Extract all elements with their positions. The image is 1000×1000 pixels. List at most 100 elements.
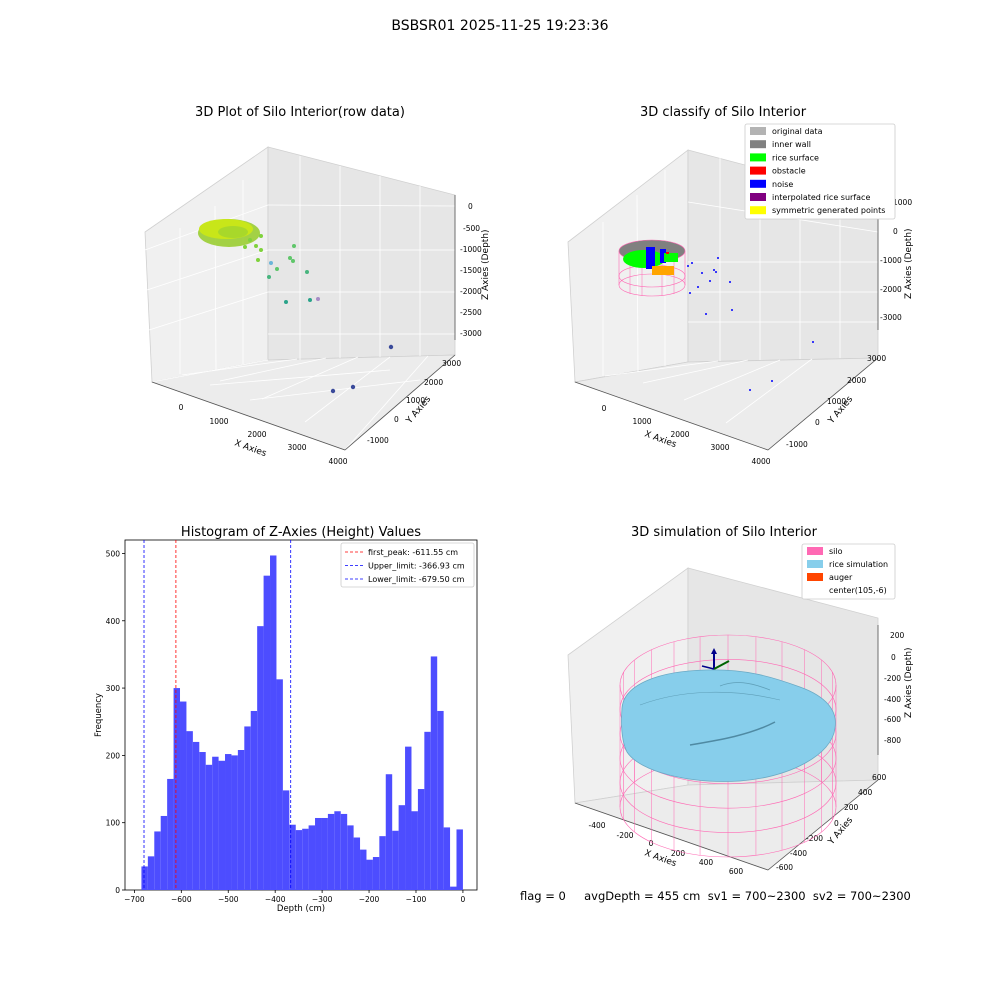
- legend-label: rice surface: [772, 153, 819, 162]
- hist-bar: [366, 859, 373, 890]
- noise-point: [715, 271, 717, 273]
- status-footer: flag = 0 avgDepth = 455 cm sv1 = 700~230…: [520, 889, 911, 903]
- y-axis-label: Y Axies: [826, 815, 855, 847]
- noise-point: [731, 309, 733, 311]
- x-tick-label: 0: [649, 839, 654, 848]
- legend-label: interpolated rice surface: [772, 193, 870, 202]
- z-tick-labels: 0 -500 -1000 -1500 -2000 -2500 -3000: [460, 202, 482, 338]
- hist-y-tick-label: 100: [106, 819, 121, 828]
- z-tick-label: -500: [463, 224, 480, 233]
- hist-x-label: Depth (cm): [277, 904, 325, 914]
- noise-point: [691, 262, 693, 264]
- hist-bar: [405, 746, 412, 890]
- noise-point: [771, 380, 773, 382]
- hist-bar: [411, 811, 418, 890]
- legend-label: silo: [829, 547, 843, 556]
- raw-point: [256, 258, 260, 262]
- hist-x-tick-label: −400: [265, 895, 286, 904]
- z-tick-label: -1500: [460, 266, 482, 275]
- hist-y-tick-label: 500: [106, 549, 121, 558]
- hist-bar: [270, 555, 277, 890]
- x-tick-label: 3000: [710, 443, 729, 452]
- y-tick-label: -200: [806, 834, 823, 843]
- panel-classify-title: 3D classify of Silo Interior: [640, 105, 807, 120]
- hist-bar: [340, 813, 348, 890]
- classified-silo: [618, 239, 686, 297]
- hist-bar: [379, 836, 386, 890]
- z-axis-label: Z Axies (Depth): [904, 647, 914, 718]
- hist-x-tick-label: −600: [171, 895, 192, 904]
- legend-label: original data: [772, 127, 823, 136]
- raw-point: [284, 300, 288, 304]
- hist-bar: [424, 731, 431, 890]
- legend-swatch: [750, 153, 766, 162]
- x-tick-label: 0: [602, 404, 607, 413]
- x-tick-label: 4000: [751, 457, 770, 466]
- hist-bar: [302, 828, 309, 890]
- hist-y-ticks: 0 100 200 300 400 500: [106, 549, 125, 895]
- noise-point: [697, 286, 699, 288]
- pane-back-wall: [267, 146, 456, 361]
- legend-label: symmetric generated points: [772, 206, 885, 215]
- z-tick-label: -3000: [880, 313, 902, 322]
- raw-point: [267, 275, 271, 279]
- x-tick-labels: -400 -200 0 200 400 600: [588, 821, 743, 876]
- hist-bar: [244, 726, 251, 890]
- legend-box: [744, 123, 896, 220]
- hist-bar: [295, 830, 303, 890]
- z-tick-labels: 1000 0 -1000 -2000 -3000: [880, 198, 912, 322]
- hist-bar: [456, 829, 463, 890]
- hist-x-tick-label: −500: [218, 895, 239, 904]
- hist-bar: [205, 764, 213, 890]
- x-tick-label: 4000: [328, 457, 347, 466]
- hist-bar: [250, 710, 258, 890]
- x-tick-labels: 0 1000 2000 3000 4000: [179, 403, 348, 466]
- legend-swatch: [807, 547, 823, 555]
- legend-label: center(105,-6): [829, 586, 887, 595]
- y-tick-label: 3000: [867, 354, 886, 363]
- hist-bar: [321, 817, 328, 890]
- hist-bar: [199, 752, 206, 890]
- hist-bar: [417, 789, 425, 890]
- noise-point: [812, 341, 814, 343]
- x-tick-label: 1000: [632, 417, 651, 426]
- panel-raw-3d: 3D Plot of Silo Interior(row data): [144, 105, 491, 466]
- hist-bar: [360, 849, 367, 890]
- classify-legend: original data inner wall rice surface obsta…: [744, 123, 896, 220]
- x-tick-label: 3000: [287, 443, 306, 452]
- z-tick-label: 0: [468, 202, 473, 211]
- legend-label: noise: [772, 180, 793, 189]
- y-axis-line: [344, 354, 456, 451]
- raw-point: [350, 384, 356, 390]
- z-axis-label: Z Axies (Depth): [481, 229, 491, 300]
- simulation-legend: silo rice simulation auger center(105,-6): [801, 543, 896, 600]
- hist-y-tick-label: 400: [106, 617, 121, 626]
- z-tick-label: -1000: [880, 256, 902, 265]
- y-tick-label: 2000: [847, 376, 866, 385]
- y-axis-line: [767, 779, 879, 871]
- raw-point: [292, 244, 296, 248]
- y-tick-label: 600: [872, 773, 887, 782]
- hist-bar: [334, 811, 341, 890]
- raw-point: [291, 259, 295, 263]
- z-tick-label: 1000: [893, 198, 912, 207]
- y-tick-label: 200: [844, 803, 859, 812]
- hist-x-ticks: −700 −600 −500 −400 −300 −200 −100 0: [124, 890, 466, 904]
- z-tick-label: -2500: [460, 308, 482, 317]
- raw-point: [330, 388, 336, 394]
- panel-simulation-3d: 3D simulation of Silo Interior -400 -200…: [567, 525, 914, 876]
- x-tick-labels: 0 1000 2000 3000 4000: [602, 404, 771, 466]
- z-tick-label: -800: [884, 736, 901, 745]
- hist-y-label: Frequency: [94, 693, 104, 737]
- z-tick-label: -200: [884, 674, 901, 683]
- hist-x-tick-label: −300: [312, 895, 333, 904]
- hist-bar: [327, 813, 335, 890]
- y-tick-label: -400: [790, 849, 807, 858]
- legend-box: [340, 542, 475, 588]
- x-tick-label: 2000: [670, 430, 689, 439]
- hist-bar: [437, 710, 444, 890]
- hist-bar: [276, 679, 283, 890]
- z-tick-label: -3000: [460, 329, 482, 338]
- y-tick-label: 0: [834, 819, 839, 828]
- z-tick-label: -2000: [880, 285, 902, 294]
